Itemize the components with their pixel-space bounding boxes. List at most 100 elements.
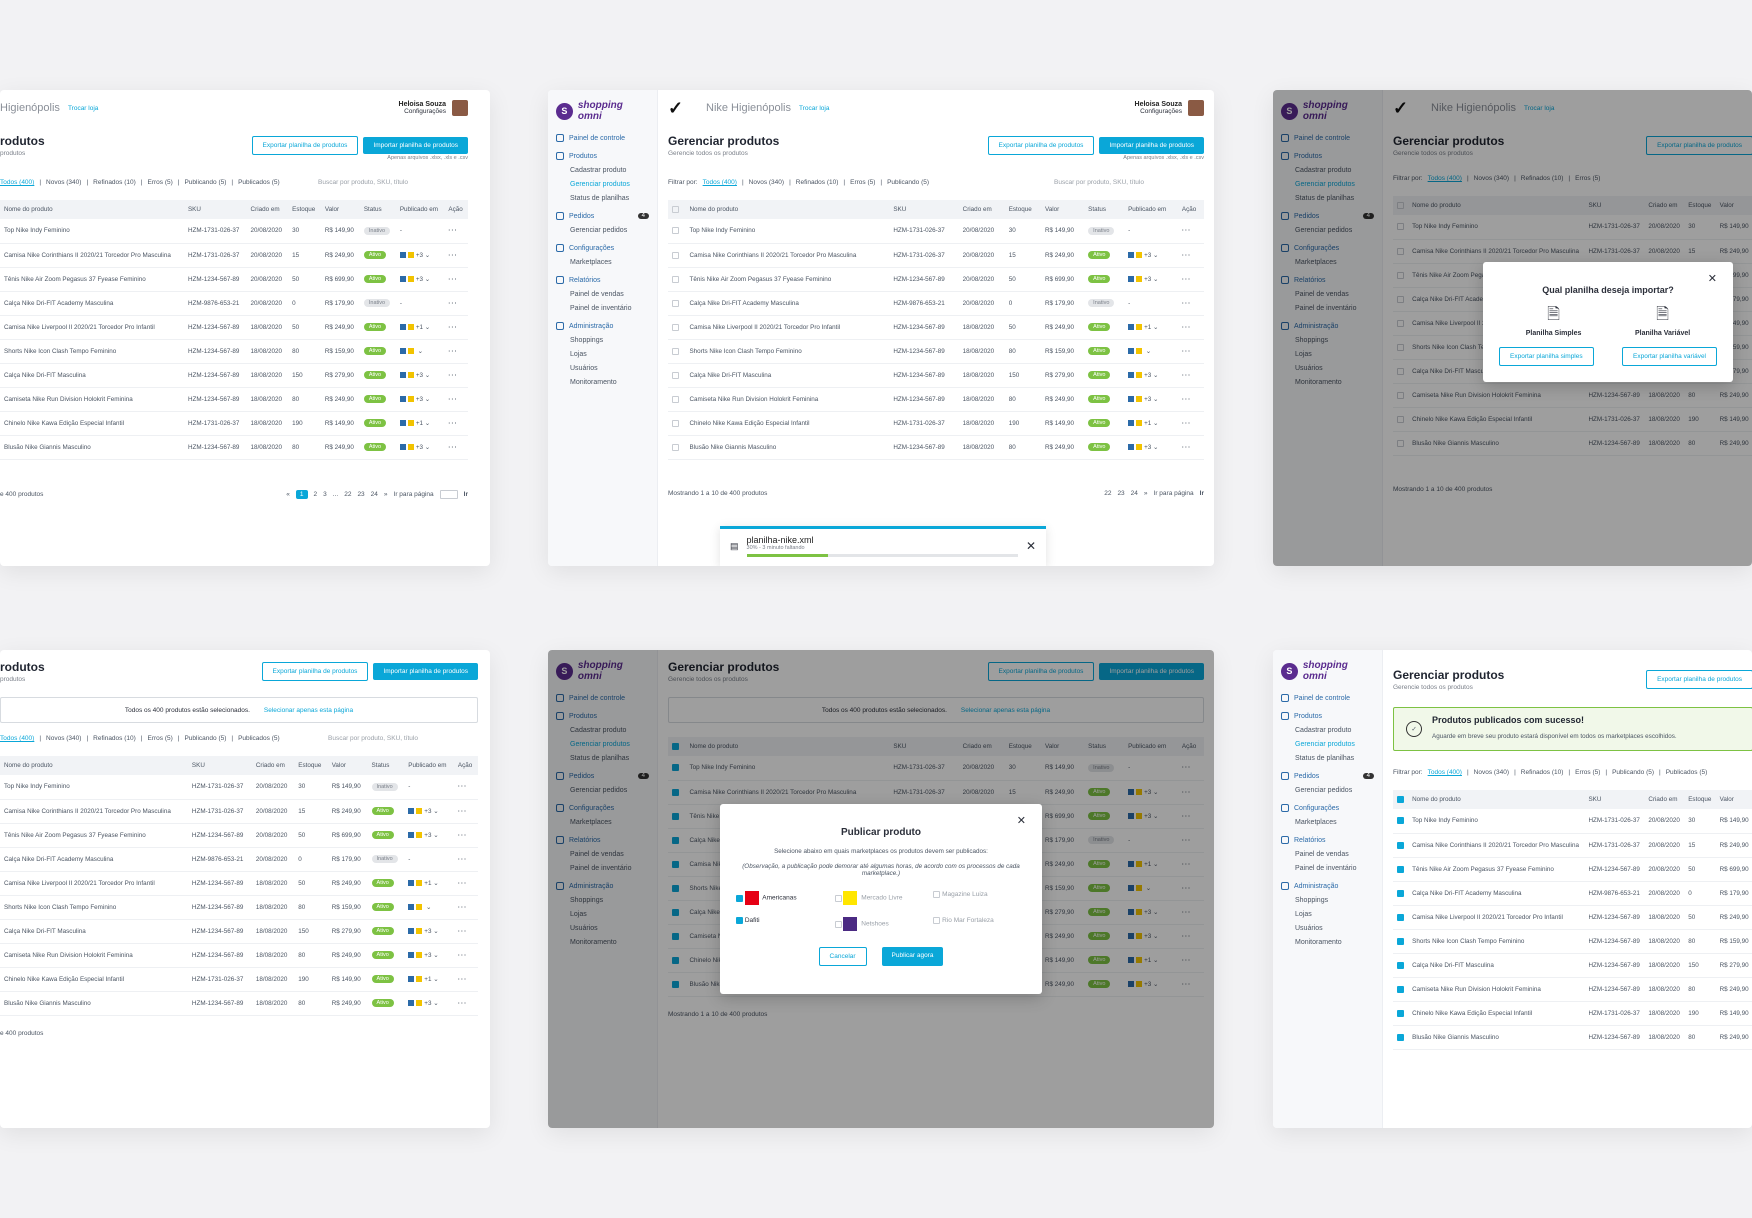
sidebar-item-shoppings[interactable]: Shoppings xyxy=(1295,897,1329,904)
row-checkbox[interactable] xyxy=(1397,841,1404,849)
column-header[interactable]: Estoque xyxy=(1004,737,1041,757)
filter-publishing[interactable]: Publicando (5) xyxy=(184,179,227,186)
market-americanas[interactable]: Americanas xyxy=(736,891,829,905)
row-actions-icon[interactable]: ··· xyxy=(1177,900,1204,925)
published-in[interactable]: +3 ⌄ xyxy=(404,799,454,824)
sidebar-item-monitoring[interactable]: Monitoramento xyxy=(570,379,617,386)
table-row[interactable]: Chinelo Nike Kawa Edição Especial Infant… xyxy=(1393,407,1752,432)
row-checkbox[interactable] xyxy=(672,932,679,940)
import-button[interactable]: Importar planilha de produtos xyxy=(363,137,468,154)
column-header[interactable]: Valor xyxy=(320,200,360,219)
row-checkbox[interactable] xyxy=(1397,937,1404,945)
row-actions-icon[interactable]: ··· xyxy=(444,339,468,364)
row-checkbox[interactable] xyxy=(672,788,679,796)
filter-publishing[interactable]: Publicando (5) xyxy=(184,735,227,742)
filter-all[interactable]: Todos (400) xyxy=(1427,175,1462,182)
filter-errors[interactable]: Erros (5) xyxy=(1575,175,1601,182)
select-page-link[interactable]: Selecionar apenas esta página xyxy=(263,706,354,714)
search-input[interactable]: Buscar por produto, SKU, título xyxy=(328,735,418,742)
sidebar-item-manage-products[interactable]: Gerenciar produtos xyxy=(570,181,630,188)
row-actions-icon[interactable]: ··· xyxy=(453,919,478,944)
row-actions-icon[interactable]: ··· xyxy=(1177,339,1204,364)
market-magazine-luiza[interactable]: Magazine Luiza xyxy=(933,891,1026,905)
publish-button[interactable]: Publicar agora xyxy=(881,947,944,966)
row-actions-icon[interactable]: ··· xyxy=(1177,876,1204,901)
published-in[interactable]: ⌄ xyxy=(1124,339,1178,364)
market-netshoes[interactable]: Netshoes xyxy=(834,917,928,931)
published-in[interactable]: +3 ⌄ xyxy=(404,943,454,968)
export-simple-button[interactable]: Exportar planilha simples xyxy=(1499,347,1594,366)
sidebar-item-sheet-status[interactable]: Status de planilhas xyxy=(1295,195,1355,202)
sidebar-item-users[interactable]: Usuários xyxy=(570,365,598,372)
filter-refined[interactable]: Refinados (10) xyxy=(795,179,839,186)
sidebar-item-stores[interactable]: Lojas xyxy=(1295,911,1312,918)
column-header[interactable]: Criado em xyxy=(1644,790,1685,810)
published-in[interactable]: +3 ⌄ xyxy=(395,363,445,388)
filter-publishing[interactable]: Publicando (5) xyxy=(887,179,930,186)
row-checkbox[interactable] xyxy=(672,908,679,916)
filter-all[interactable]: Todos (400) xyxy=(702,179,737,186)
column-header[interactable]: Nome do produto xyxy=(0,756,188,775)
table-row[interactable]: Camisa Nike Liverpool II 2020/21 Torcedo… xyxy=(668,315,1204,340)
published-in[interactable]: +3 ⌄ xyxy=(1124,924,1178,949)
sidebar-item-shoppings[interactable]: Shoppings xyxy=(1295,337,1329,344)
published-in[interactable]: +3 ⌄ xyxy=(395,387,445,412)
column-header[interactable]: Status xyxy=(367,756,405,775)
filter-refined[interactable]: Refinados (10) xyxy=(1520,769,1564,776)
variable-option[interactable]: Planilha Variável xyxy=(1634,330,1691,337)
table-row[interactable]: Camisa Nike Corinthians II 2020/21 Torce… xyxy=(668,780,1204,805)
row-checkbox[interactable] xyxy=(672,299,679,307)
row-actions-icon[interactable]: ··· xyxy=(1177,756,1204,781)
filter-all[interactable]: Todos (400) xyxy=(1427,769,1462,776)
row-actions-icon[interactable]: ··· xyxy=(1177,219,1204,244)
sidebar-item-reports[interactable]: Relatórios xyxy=(1281,836,1374,844)
row-checkbox[interactable] xyxy=(672,251,679,259)
published-in[interactable]: +3 ⌄ xyxy=(1124,780,1178,805)
row-actions-icon[interactable]: ··· xyxy=(1177,315,1204,340)
published-in[interactable]: +3 ⌄ xyxy=(395,435,445,460)
sidebar-item-stores[interactable]: Lojas xyxy=(570,351,587,358)
filter-refined[interactable]: Refinados (10) xyxy=(1520,175,1564,182)
table-row[interactable]: Camisa Nike Corinthians II 2020/21 Torce… xyxy=(668,243,1204,268)
published-in[interactable]: - xyxy=(404,847,454,872)
row-actions-icon[interactable]: ··· xyxy=(1177,363,1204,388)
table-row[interactable]: Top Nike Indy Feminino HZM-1731-026-37 20/… xyxy=(0,219,468,244)
row-checkbox[interactable] xyxy=(1397,415,1404,423)
switch-store-link[interactable]: Trocar loja xyxy=(799,104,830,112)
published-in[interactable]: +3 ⌄ xyxy=(404,919,454,944)
row-checkbox[interactable] xyxy=(1397,817,1404,825)
row-actions-icon[interactable]: ··· xyxy=(1177,780,1204,805)
table-row[interactable]: Camisa Nike Liverpool II 2020/21 Torcedo… xyxy=(1393,905,1752,930)
table-row[interactable]: Camiseta Nike Run Division Holokrit Femi… xyxy=(1393,383,1752,408)
row-actions-icon[interactable]: ··· xyxy=(444,267,468,292)
column-header[interactable]: SKU xyxy=(183,200,247,219)
table-row[interactable]: Camiseta Nike Run Division Holokrit Femi… xyxy=(668,387,1204,412)
sidebar-item-orders[interactable]: Pedidos 4 xyxy=(1281,772,1374,780)
filter-errors[interactable]: Erros (5) xyxy=(1575,769,1601,776)
import-button[interactable]: Importar planilha de produtos xyxy=(1099,137,1204,154)
table-row[interactable]: Chinelo Nike Kawa Edição Especial Infant… xyxy=(0,411,468,436)
column-header[interactable]: Valor xyxy=(1040,737,1085,757)
table-row[interactable]: Tênis Nike Air Zoom Pegasus 37 Fyease Fe… xyxy=(1393,857,1752,882)
column-header[interactable]: SKU xyxy=(1584,196,1645,216)
published-in[interactable]: +3 ⌄ xyxy=(395,243,445,268)
row-actions-icon[interactable]: ··· xyxy=(1177,435,1204,460)
row-checkbox[interactable] xyxy=(1397,271,1404,279)
sidebar-item-add-product[interactable]: Cadastrar produto xyxy=(570,727,627,734)
simple-option[interactable]: Planilha Simples xyxy=(1525,330,1582,337)
row-checkbox[interactable] xyxy=(672,371,679,379)
row-checkbox[interactable] xyxy=(1397,913,1404,921)
select-all-checkbox[interactable] xyxy=(672,206,679,213)
sidebar-item-settings[interactable]: Configurações xyxy=(1281,804,1374,812)
column-header[interactable]: Criado em xyxy=(958,737,1005,757)
column-header[interactable]: Criado em xyxy=(251,756,295,775)
column-header[interactable]: Ação xyxy=(444,200,468,219)
table-row[interactable]: Chinelo Nike Kawa Edição Especial Infant… xyxy=(668,411,1204,436)
row-checkbox[interactable] xyxy=(1397,439,1404,447)
